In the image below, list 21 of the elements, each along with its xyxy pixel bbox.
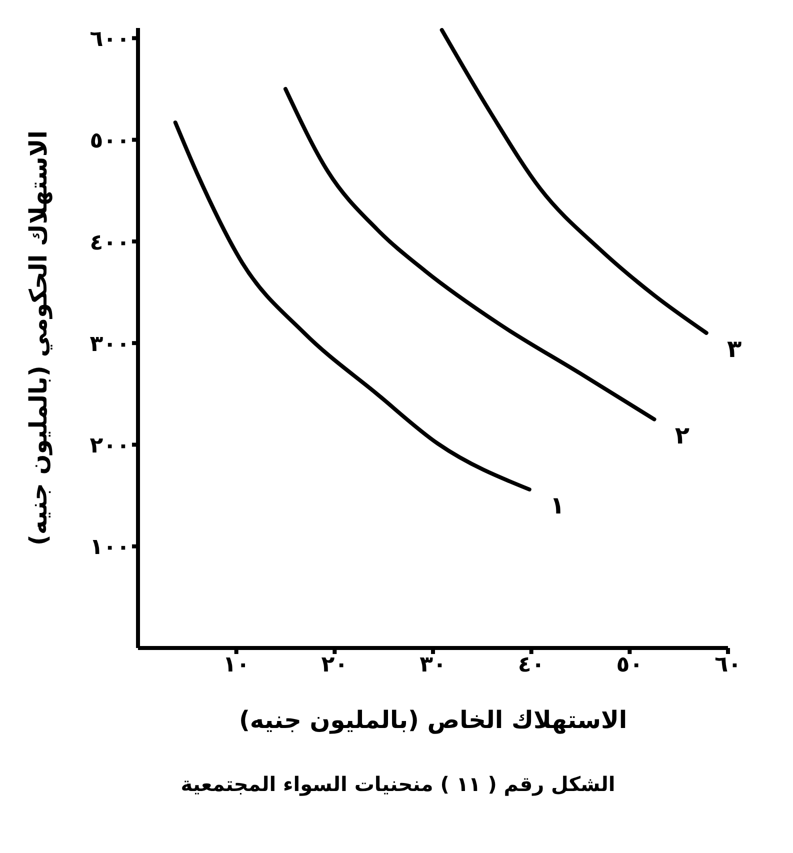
x-tick-label: ٦٠ bbox=[714, 652, 742, 678]
line-series bbox=[284, 86, 656, 422]
y-tick-label: ١٠٠ bbox=[90, 535, 130, 560]
x-tick-label: ٤٠ bbox=[518, 652, 545, 678]
y-tick-label: ٤٠٠ bbox=[90, 230, 130, 256]
x-axis-title: الاستهلاك الخاص (بالمليون جنيه) bbox=[238, 706, 628, 734]
line-series bbox=[440, 28, 708, 335]
y-tick-label: ٥٠٠ bbox=[90, 128, 130, 154]
x-tick-label: ٥٠ bbox=[616, 652, 644, 678]
text: الشكل رقم ( ١١ ) منحنيات السواء المجتمعية bbox=[180, 772, 616, 796]
y-tick-label: ٢٠٠ bbox=[90, 434, 130, 459]
x-tick-label: ٣٠ bbox=[420, 652, 446, 678]
y-tick-label: ٣٠٠ bbox=[90, 332, 130, 357]
series-label: ٢ bbox=[674, 421, 690, 450]
y-axis-title: الاستهلاك الحكومي (بالمليون جنيه) bbox=[24, 130, 53, 546]
x-tick-label: ١٠ bbox=[222, 652, 250, 678]
series-label: ١ bbox=[550, 491, 565, 520]
x-tick-label: ٢٠ bbox=[321, 652, 348, 678]
y-tick-label: ٦٠٠ bbox=[90, 26, 130, 52]
series-label: ٣ bbox=[727, 334, 742, 363]
line-series bbox=[173, 120, 532, 492]
